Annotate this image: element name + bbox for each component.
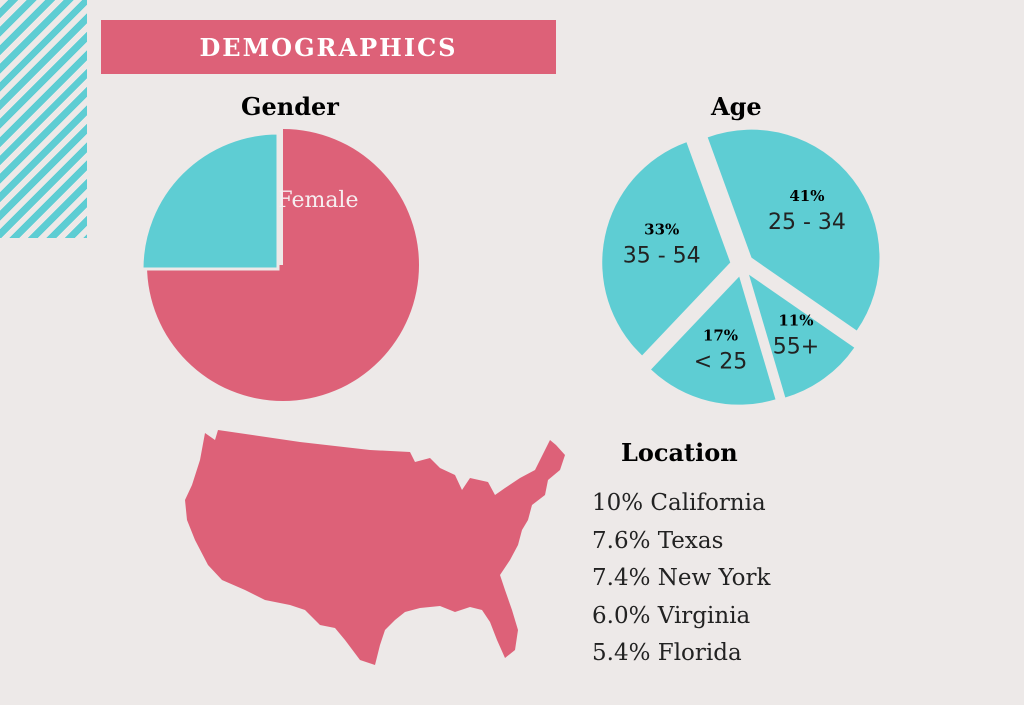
- location-item: 5.4% Florida: [592, 640, 742, 666]
- page-title: DEMOGRAPHICS: [101, 20, 556, 74]
- location-heading: Location: [621, 438, 738, 467]
- location-item: 7.4% New York: [592, 565, 771, 591]
- age-pie: 41% 25 - 34 11% 55+ 17% < 25 33% 35 - 54: [602, 129, 880, 405]
- age-slice-label: 25 - 34: [768, 210, 846, 235]
- age-slice-percent: 41%: [789, 187, 824, 205]
- gender-pie: 75% Female: [140, 129, 419, 401]
- age-slice-label: 35 - 54: [623, 243, 701, 268]
- age-slice: [602, 142, 731, 356]
- us-map-icon: [185, 430, 565, 665]
- gender-slice-female: [147, 129, 419, 401]
- gender-slice-male: [140, 131, 280, 271]
- location-list: 10% California 7.6% Texas 7.4% New York …: [592, 485, 770, 673]
- age-chart-title: Age: [711, 92, 762, 121]
- location-item: 7.6% Texas: [592, 527, 724, 554]
- striped-decoration: [0, 0, 87, 238]
- age-slice-percent: 11%: [778, 312, 813, 330]
- age-slice: [707, 129, 880, 331]
- age-slice: [749, 274, 855, 398]
- age-slice-label: < 25: [694, 349, 747, 374]
- location-item: 10% California: [592, 490, 766, 516]
- age-slice-percent: 33%: [644, 220, 679, 238]
- age-slice: [651, 276, 776, 405]
- age-slice-percent: 17%: [703, 326, 738, 344]
- location-item: 6.0% Virginia: [592, 602, 751, 629]
- age-slice-label: 55+: [773, 335, 819, 360]
- gender-chart-title: Gender: [241, 92, 339, 121]
